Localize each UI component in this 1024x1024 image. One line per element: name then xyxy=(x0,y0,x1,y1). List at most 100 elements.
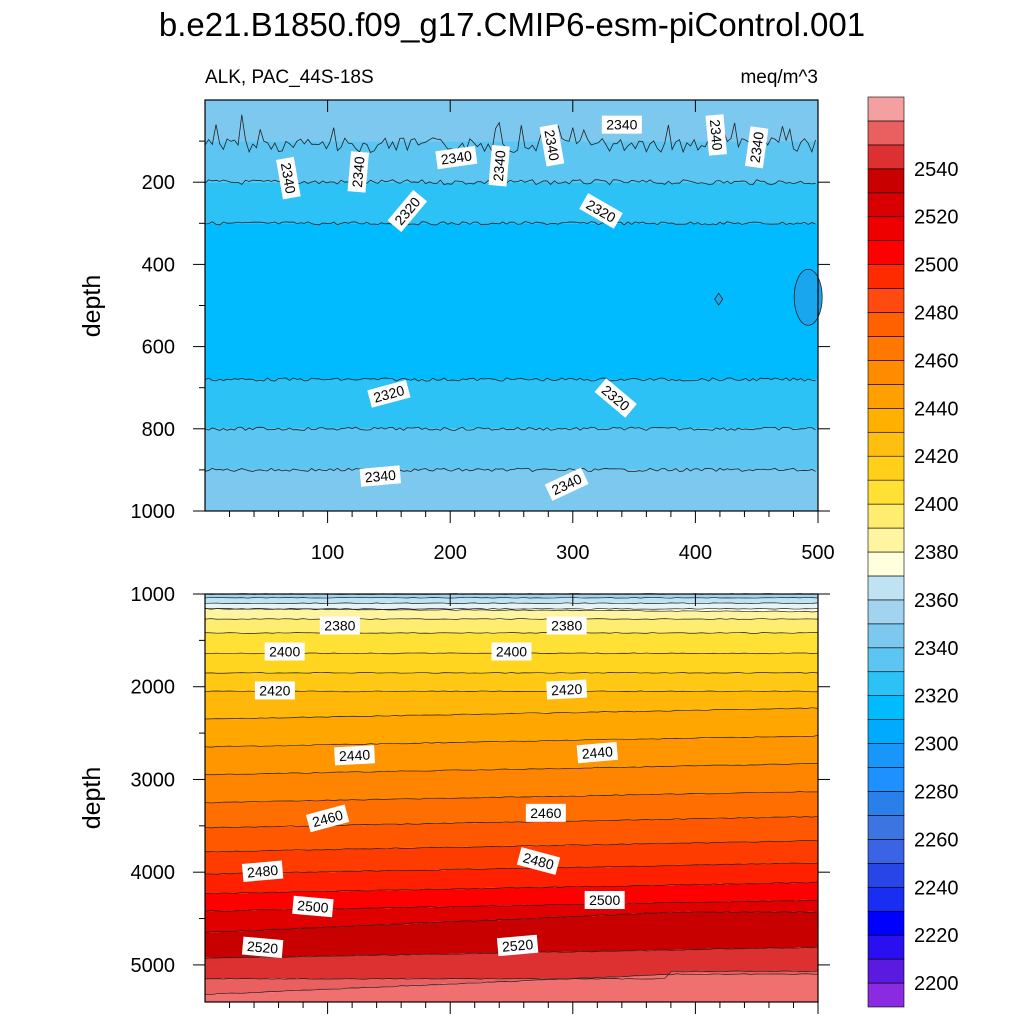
lower-contour-line-5 xyxy=(204,618,819,620)
upper-contour-label-3: 2340 xyxy=(435,145,478,170)
colorbar-swatch-16 xyxy=(867,599,905,625)
lower-contour-label-bg xyxy=(516,847,561,875)
upper-contour-line-5 xyxy=(204,467,816,472)
colorbar-swatch-6 xyxy=(867,839,905,864)
upper-contour-line-3 xyxy=(204,377,816,382)
upper-contour-label-text: 2340 xyxy=(490,149,509,182)
lower-contour-line-1 xyxy=(204,596,819,599)
upper-contour-line-2 xyxy=(204,221,816,226)
colorbar-swatch-26 xyxy=(867,360,905,385)
upper-contour-label-bg xyxy=(601,115,642,134)
upper-xtick-4: 500 xyxy=(801,542,834,564)
lower-contour-label-bg xyxy=(334,745,376,766)
lower-band-20 xyxy=(205,911,818,959)
lower-contour-label-bg xyxy=(576,741,619,764)
lower-contour-line-11 xyxy=(204,735,819,748)
lower-contour-label-bg xyxy=(292,895,334,918)
lower-contour-label-bg xyxy=(525,803,566,822)
colorbar-swatch-7 xyxy=(867,815,905,840)
upper-contour-label-bg xyxy=(579,193,623,229)
upper-contour-label-text: 2340 xyxy=(349,156,368,189)
lower-contour-label-bg xyxy=(264,642,305,661)
colorbar-label-13: 2460 xyxy=(914,350,959,372)
lower-contour-label-bg xyxy=(254,681,295,700)
upper-panel: ALK, PAC_44S-18S meq/m^3 2340 2340 2340 2340 2… xyxy=(78,67,835,564)
colorbar-swatch-32 xyxy=(867,216,905,241)
lower-ytick-1: 2000 xyxy=(131,677,176,699)
colorbar-swatch-35 xyxy=(867,144,905,170)
upper-ytick-0: 200 xyxy=(142,172,175,194)
lower-contour-label-text: 2460 xyxy=(310,807,344,831)
upper-contour-label-bg xyxy=(276,156,301,200)
colorbar-swatch-22 xyxy=(867,455,905,481)
lower-contour-label-bg xyxy=(584,891,625,909)
lower-ytick-0: 1000 xyxy=(131,584,176,606)
lower-contour-line-12 xyxy=(204,763,819,776)
upper-contour-label-1: 2340 xyxy=(276,156,301,200)
lower-band-12 xyxy=(205,735,818,775)
lower-band-14 xyxy=(205,791,818,828)
upper-contour-label-text: 2320 xyxy=(372,382,406,406)
lower-contour-line-17 xyxy=(204,881,819,895)
upper-band-3 xyxy=(205,223,818,380)
lower-band-3 xyxy=(205,602,818,610)
lower-band-13 xyxy=(205,763,818,804)
upper-contour-label-text: 2340 xyxy=(747,131,767,164)
lower-contour-label-text: 2420 xyxy=(551,681,583,699)
colorbar-swatch-13 xyxy=(867,671,905,696)
lower-contour-label-bg xyxy=(241,860,284,882)
colorbar-label-9: 2380 xyxy=(914,542,959,564)
lower-contour-label-text: 2480 xyxy=(246,862,279,881)
lower-contour-label-bg xyxy=(546,679,588,700)
upper-band-2 xyxy=(205,182,818,224)
upper-band-6 xyxy=(205,469,818,511)
upper-xtick-3: 400 xyxy=(679,542,712,564)
lower-contour-label-13: 2500 xyxy=(584,891,625,909)
lower-ylabel: depth xyxy=(78,767,106,830)
lower-contour-label-text: 2460 xyxy=(530,805,561,821)
upper-contour-label-4: 2340 xyxy=(488,145,510,187)
lower-contour-line-10 xyxy=(204,707,819,720)
lower-contour-label-text: 2480 xyxy=(521,849,555,873)
lower-contour-label-4: 2420 xyxy=(254,681,295,700)
colorbar-label-1: 2220 xyxy=(914,925,959,947)
upper-contour-label-text: 2340 xyxy=(541,128,562,162)
colorbar-label-11: 2420 xyxy=(914,446,959,468)
colorbar-swatch-23 xyxy=(867,431,905,457)
lower-contour-label-11: 2480 xyxy=(516,847,561,875)
colorbar-label-17: 2540 xyxy=(914,159,959,181)
colorbar-swatch-28 xyxy=(867,312,905,337)
lower-ytick-3: 4000 xyxy=(131,862,176,884)
colorbar-label-15: 2500 xyxy=(914,255,959,277)
upper-left-label: ALK, PAC_44S-18S xyxy=(205,67,374,88)
lower-contour-label-6: 2440 xyxy=(334,745,376,766)
upper-contour-island xyxy=(714,292,724,306)
lower-contour-label-14: 2520 xyxy=(241,936,284,958)
upper-contour-label-bg xyxy=(347,151,369,193)
upper-ytick-1: 400 xyxy=(142,254,175,276)
lower-band-9 xyxy=(205,672,818,692)
colorbar-swatch-30 xyxy=(867,264,905,289)
lower-contour-line-9 xyxy=(204,690,819,693)
lower-contour-line-8 xyxy=(204,672,819,674)
upper-contour-label-10: 2320 xyxy=(367,379,411,408)
colorbar-swatch-27 xyxy=(867,336,905,361)
colorbar-label-14: 2480 xyxy=(914,303,959,325)
upper-ytick-2: 600 xyxy=(142,337,175,359)
upper-contour-label-13: 2340 xyxy=(544,467,589,501)
lower-band-15 xyxy=(205,816,818,853)
lower-contour-label-0: 2380 xyxy=(319,616,360,635)
figure-title: b.e21.B1850.f09_g17.CMIP6-esm-piControl.… xyxy=(159,6,865,43)
colorbar-swatch-11 xyxy=(867,719,905,744)
lower-contour-label-1: 2380 xyxy=(546,616,587,635)
lower-contour-label-bg xyxy=(496,934,539,957)
colorbar-swatch-37 xyxy=(867,96,905,122)
colorbar-swatch-3 xyxy=(867,910,905,936)
lower-band-2 xyxy=(205,597,818,604)
colorbar-swatch-31 xyxy=(867,240,905,265)
upper-contour-label-2: 2340 xyxy=(347,151,369,193)
upper-contour-label-bg xyxy=(705,114,727,156)
lower-contour-label-text: 2500 xyxy=(297,897,330,916)
upper-ytick-3: 800 xyxy=(142,419,175,441)
